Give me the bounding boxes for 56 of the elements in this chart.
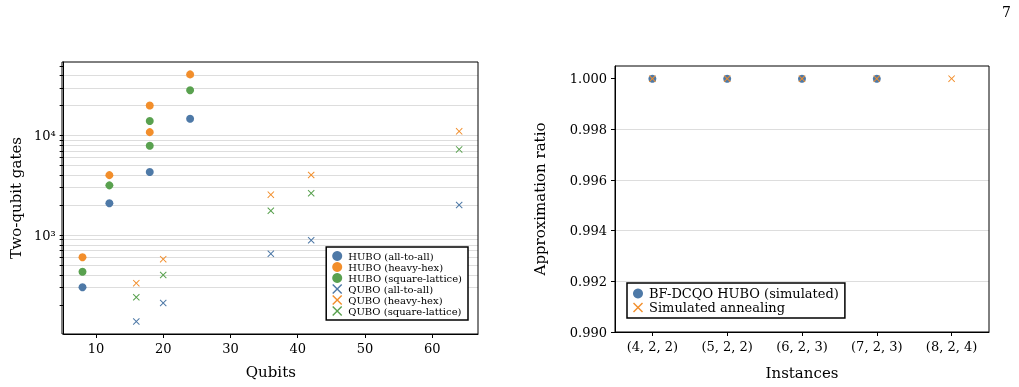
point — [78, 283, 87, 292]
x-tick-label: 10 — [87, 341, 105, 356]
x-axis-title: Instances — [765, 363, 839, 382]
legend-label: BF-DCQO HUBO (simulated) — [649, 286, 839, 301]
x-tick-label: (5, 2, 2) — [701, 339, 753, 354]
point — [267, 191, 275, 199]
point — [455, 127, 463, 135]
legend-label: Simulated annealing — [649, 300, 785, 315]
y-tick-label: 0.992 — [569, 273, 607, 289]
y-tick-label: 1.000 — [569, 71, 607, 87]
x-tick-label: 30 — [222, 341, 239, 356]
point — [132, 293, 140, 301]
y-tick-label: 0.994 — [569, 223, 607, 239]
point — [186, 114, 195, 123]
point — [105, 171, 114, 180]
legend-label: QUBO (heavy-hex) — [348, 294, 443, 306]
point — [145, 141, 154, 150]
x-tick-label: (4, 2, 2) — [626, 339, 679, 354]
point — [159, 255, 167, 263]
point — [78, 253, 87, 262]
point — [307, 236, 315, 244]
legend-label: QUBO (square-lattice) — [348, 305, 462, 317]
x-axis-title: Qubits — [245, 362, 296, 381]
y-axis-title: Two-qubit gates — [6, 136, 25, 260]
legend-label: QUBO (all-to-all) — [348, 283, 434, 295]
legend-label: HUBO (square-lattice) — [348, 272, 463, 284]
x-tick-label: (6, 2, 3) — [776, 339, 828, 354]
point — [145, 101, 154, 110]
y-axis-title: Approximation ratio — [530, 122, 549, 277]
point — [186, 70, 195, 79]
legend-label: HUBO (heavy-hex) — [348, 261, 444, 273]
point — [455, 145, 463, 153]
point — [145, 116, 154, 125]
point — [78, 267, 87, 276]
point — [105, 199, 114, 208]
point — [145, 168, 154, 177]
y-tick-label: 0.990 — [569, 324, 607, 340]
y-tick-label: 10⁴ — [33, 127, 56, 143]
y-tick-label: 0.996 — [569, 172, 607, 188]
point — [267, 250, 275, 258]
y-tick-label: 0.998 — [569, 121, 607, 137]
x-tick-label: 50 — [356, 341, 374, 356]
point — [307, 189, 315, 197]
x-tick-label: (8, 2, 4) — [925, 339, 978, 354]
point — [145, 128, 154, 137]
text: 7 — [1002, 4, 1011, 20]
legend-label: HUBO (all-to-all) — [348, 250, 434, 262]
x-tick-label: 40 — [289, 341, 307, 356]
point — [186, 86, 195, 95]
x-tick-label: (7, 2, 3) — [851, 339, 903, 354]
x-tick-label: 20 — [154, 341, 172, 356]
x-tick-label: 60 — [423, 341, 441, 356]
point — [105, 181, 114, 190]
point — [267, 207, 275, 215]
y-tick-label: 10³ — [33, 227, 56, 243]
point — [132, 279, 140, 287]
